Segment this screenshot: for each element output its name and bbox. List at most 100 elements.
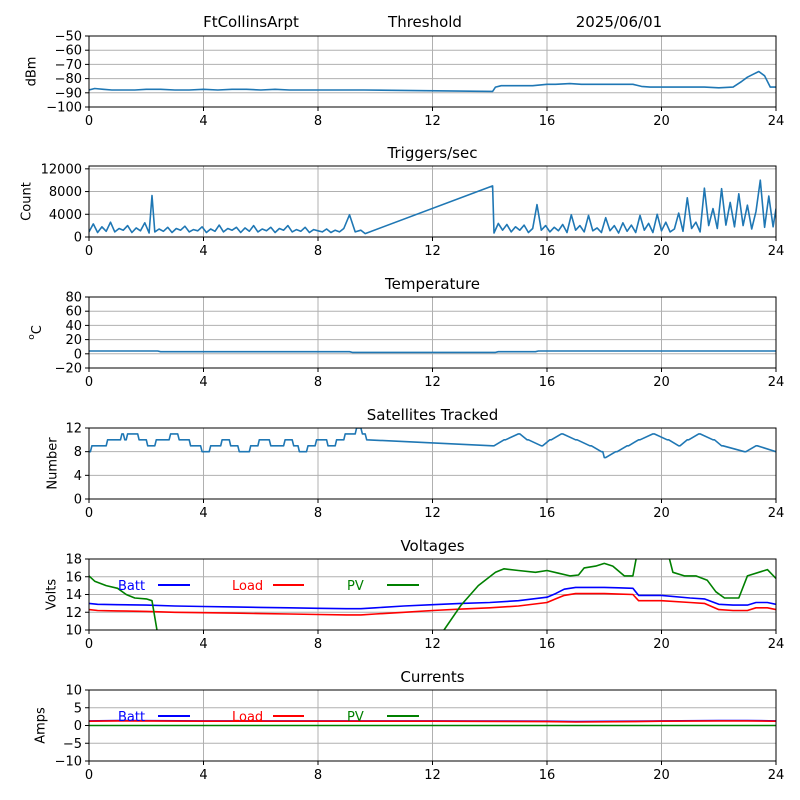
y-tick-label: 10 (65, 684, 82, 699)
y-tick-label: −10 (55, 755, 82, 770)
panel-1: 0 4 8 12 16 20 24 0 4000 8000 12000 Triggers/sec Cou… (20, 144, 785, 259)
y-tick-label: 0 (74, 493, 82, 508)
x-tick-label: 12 (424, 375, 441, 390)
y-tick-label: 12 (65, 606, 82, 621)
y-tick-label: 12000 (41, 162, 82, 177)
series-line-batt (89, 586, 776, 610)
y-tick-label: 20 (65, 333, 82, 348)
y-tick-label: 0 (74, 347, 82, 362)
panel-title: Triggers/sec (387, 144, 478, 162)
x-tick-label: 16 (539, 637, 556, 652)
x-tick-label: 12 (424, 114, 441, 129)
x-tick-label: 8 (314, 637, 322, 652)
x-tick-label: 24 (768, 637, 785, 652)
x-tick-label: 24 (768, 114, 785, 129)
x-tick-label: 0 (85, 506, 93, 521)
x-tick-label: 20 (653, 244, 670, 259)
x-tick-label: 16 (539, 375, 556, 390)
series-line-pv (89, 559, 776, 630)
x-tick-label: 8 (314, 114, 322, 129)
x-tick-label: 16 (539, 768, 556, 783)
y-axis-label: oC (27, 325, 45, 340)
y-tick-label: 12 (65, 422, 82, 437)
y-tick-label: −20 (55, 362, 82, 377)
y-axis-label: dBm (25, 57, 40, 87)
x-tick-label: 4 (199, 637, 207, 652)
y-axis-label: Count (20, 182, 35, 221)
legend-label-batt: Batt (118, 579, 145, 594)
x-tick-label: 12 (424, 637, 441, 652)
y-tick-label: 0 (74, 719, 82, 734)
panel-3: 0 4 8 12 16 20 24 0 4 8 12 Satellites Tracked Number (46, 406, 785, 521)
series-line-load (89, 592, 776, 616)
x-tick-label: 24 (768, 244, 785, 259)
legend-label-batt: Batt (118, 710, 145, 725)
series-line-main (89, 428, 776, 459)
y-tick-label: −100 (46, 101, 82, 116)
y-tick-label: 4000 (49, 208, 82, 223)
x-tick-label: 20 (653, 637, 670, 652)
x-tick-label: 0 (85, 375, 93, 390)
y-tick-label: −80 (55, 72, 82, 87)
x-tick-label: 4 (199, 768, 207, 783)
series-line-main (89, 70, 776, 93)
y-tick-label: 0 (74, 231, 82, 246)
y-tick-label: −90 (55, 86, 82, 101)
y-axis-label: Amps (34, 707, 49, 744)
series-line-load (89, 720, 776, 723)
figure-date: 2025/06/01 (576, 13, 662, 31)
x-tick-label: 8 (314, 506, 322, 521)
x-tick-label: 4 (199, 244, 207, 259)
y-tick-label: −50 (55, 30, 82, 45)
figure-title: Threshold (387, 13, 462, 31)
panel-4: 0 4 8 12 16 20 24 10 12 14 16 18 Voltages Volts Batt Lo… (45, 537, 785, 652)
y-tick-label: −5 (63, 737, 82, 752)
panel-0: 0 4 8 12 16 20 24 −100−90−80−70−60−50 dBm (25, 30, 785, 130)
x-tick-label: 20 (653, 375, 670, 390)
y-tick-label: 5 (74, 701, 82, 716)
panel-title: Currents (400, 668, 464, 686)
x-tick-label: 12 (424, 244, 441, 259)
panel-5: 0 4 8 12 16 20 24 −10 −5 0 5 10 Currents Amps Batt Load… (34, 668, 785, 783)
y-tick-label: 8000 (49, 185, 82, 200)
y-tick-label: 16 (65, 570, 82, 585)
series-line-main (89, 179, 776, 235)
legend-label-pv: PV (347, 710, 364, 725)
station-name: FtCollinsArpt (203, 13, 299, 31)
y-axis-label: Volts (45, 579, 60, 611)
x-tick-label: 4 (199, 114, 207, 129)
x-tick-label: 20 (653, 506, 670, 521)
x-tick-label: 24 (768, 375, 785, 390)
panel-title: Satellites Tracked (367, 406, 498, 424)
x-tick-label: 0 (85, 114, 93, 129)
y-tick-label: −60 (55, 44, 82, 59)
x-tick-label: 0 (85, 637, 93, 652)
y-axis-label: Number (46, 437, 61, 490)
x-tick-label: 4 (199, 375, 207, 390)
x-tick-label: 0 (85, 244, 93, 259)
x-tick-label: 8 (314, 244, 322, 259)
panel-title: Temperature (384, 275, 480, 293)
x-tick-label: 16 (539, 114, 556, 129)
x-tick-label: 24 (768, 506, 785, 521)
y-tick-label: 18 (65, 553, 82, 568)
y-tick-label: 80 (65, 291, 82, 306)
y-tick-label: 14 (65, 588, 82, 603)
x-tick-label: 4 (199, 506, 207, 521)
x-tick-label: 16 (539, 506, 556, 521)
x-tick-label: 12 (424, 768, 441, 783)
x-tick-label: 24 (768, 768, 785, 783)
legend-label-load: Load (232, 710, 263, 725)
y-tick-label: 40 (65, 319, 82, 334)
x-tick-label: 8 (314, 375, 322, 390)
x-tick-label: 16 (539, 244, 556, 259)
x-tick-label: 0 (85, 768, 93, 783)
series-line-main (89, 350, 776, 354)
y-tick-label: 4 (74, 469, 82, 484)
y-tick-label: 10 (65, 624, 82, 639)
legend-label-load: Load (232, 579, 263, 594)
panel-title: Voltages (400, 537, 464, 555)
y-tick-label: 8 (74, 445, 82, 460)
